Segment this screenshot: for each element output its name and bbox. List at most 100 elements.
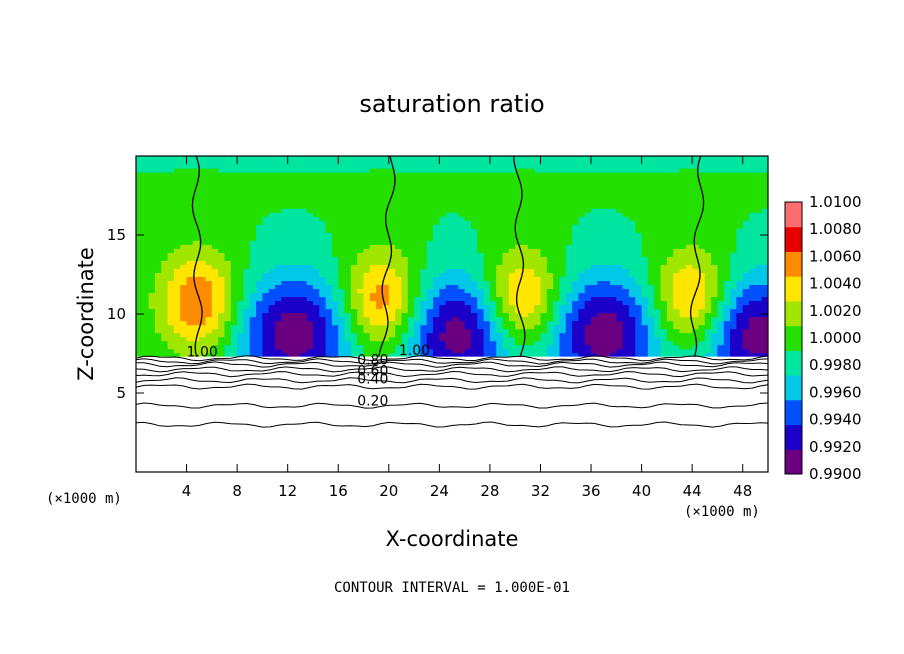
heatmap-cell — [502, 332, 510, 338]
heatmap-cell — [546, 304, 554, 310]
heatmap-cell — [249, 288, 257, 294]
heatmap-cell — [515, 336, 523, 342]
heatmap-cell — [452, 260, 459, 265]
heatmap-cell — [224, 172, 232, 177]
heatmap-cell — [154, 304, 162, 310]
heatmap-cell — [142, 164, 150, 169]
heatmap-cell — [761, 264, 768, 269]
heatmap-cell — [610, 332, 617, 338]
heatmap-cell — [502, 236, 510, 241]
heatmap-cell — [572, 320, 579, 326]
heatmap-cell — [635, 192, 643, 197]
heatmap-cell — [673, 352, 681, 358]
heatmap-cell — [622, 236, 630, 241]
heatmap-cell — [350, 284, 358, 290]
heatmap-cell — [142, 348, 150, 354]
heatmap-cell — [306, 280, 314, 286]
heatmap-cell — [464, 296, 472, 302]
chart-title: saturation ratio — [359, 90, 544, 118]
heatmap-cell — [654, 312, 662, 318]
heatmap-cell — [597, 200, 605, 205]
heatmap-cell — [218, 196, 226, 201]
heatmap-cell — [205, 228, 213, 233]
heatmap-cell — [256, 192, 263, 197]
heatmap-cell — [578, 264, 586, 269]
heatmap-cell — [180, 340, 188, 346]
heatmap-cell — [407, 160, 415, 165]
heatmap-cell — [723, 340, 731, 346]
heatmap-cell — [736, 344, 744, 350]
heatmap-cell — [565, 332, 573, 338]
heatmap-cell — [515, 160, 523, 165]
heatmap-cell — [433, 184, 440, 189]
heatmap-cell — [692, 272, 700, 277]
heatmap-cell — [256, 248, 263, 253]
heatmap-cell — [312, 300, 320, 306]
heatmap-cell — [685, 196, 693, 201]
heatmap-cell — [357, 344, 365, 350]
heatmap-cell — [452, 172, 459, 177]
heatmap-cell — [369, 248, 377, 253]
heatmap-cell — [382, 328, 390, 334]
heatmap-cell — [452, 240, 459, 245]
heatmap-cell — [268, 256, 276, 261]
heatmap-cell — [666, 244, 674, 249]
heatmap-cell — [300, 232, 308, 237]
heatmap-cell — [237, 156, 245, 161]
heatmap-cell — [508, 212, 516, 217]
heatmap-cell — [287, 220, 295, 225]
heatmap-cell — [243, 212, 251, 217]
heatmap-cell — [180, 200, 188, 205]
heatmap-cell — [540, 264, 548, 269]
heatmap-cell — [692, 308, 700, 314]
heatmap-cell — [660, 256, 668, 261]
heatmap-cell — [452, 220, 459, 225]
heatmap-cell — [420, 208, 428, 213]
heatmap-cell — [464, 172, 472, 177]
heatmap-cell — [692, 284, 700, 290]
heatmap-cell — [654, 196, 662, 201]
heatmap-cell — [142, 300, 150, 306]
heatmap-cell — [521, 184, 529, 189]
heatmap-cell — [161, 176, 169, 181]
heatmap-cell — [382, 260, 390, 265]
heatmap-cell — [218, 336, 226, 342]
heatmap-cell — [211, 196, 219, 201]
heatmap-cell — [736, 180, 744, 185]
heatmap-cell — [616, 236, 624, 241]
heatmap-cell — [616, 336, 624, 342]
heatmap-cell — [268, 312, 276, 318]
heatmap-cell — [749, 344, 756, 350]
heatmap-cell — [407, 324, 415, 330]
heatmap-cell — [742, 228, 750, 233]
heatmap-cell — [749, 240, 756, 245]
heatmap-cell — [205, 244, 213, 249]
heatmap-cell — [742, 276, 750, 282]
heatmap-cell — [540, 164, 548, 169]
heatmap-cell — [281, 164, 289, 169]
heatmap-cell — [294, 264, 301, 269]
heatmap-cell — [591, 160, 598, 165]
heatmap-cell — [749, 288, 756, 294]
heatmap-cell — [628, 252, 636, 257]
heatmap-cell — [294, 320, 301, 326]
heatmap-cell — [199, 324, 207, 330]
heatmap-cell — [559, 180, 567, 185]
heatmap-cell — [376, 324, 384, 330]
heatmap-cell — [496, 192, 504, 197]
heatmap-cell — [369, 180, 377, 185]
heatmap-cell — [527, 212, 535, 217]
heatmap-cell — [249, 196, 257, 201]
heatmap-cell — [338, 288, 346, 294]
heatmap-cell — [230, 272, 238, 277]
heatmap-cell — [426, 304, 434, 310]
heatmap-cell — [654, 244, 662, 249]
heatmap-cell — [679, 244, 687, 249]
heatmap-cell — [382, 240, 390, 245]
heatmap-cell — [565, 328, 573, 334]
heatmap-cell — [761, 336, 768, 342]
heatmap-cell — [527, 204, 535, 209]
heatmap-cell — [243, 244, 251, 249]
heatmap-cell — [369, 232, 377, 237]
heatmap-cell — [211, 164, 219, 169]
